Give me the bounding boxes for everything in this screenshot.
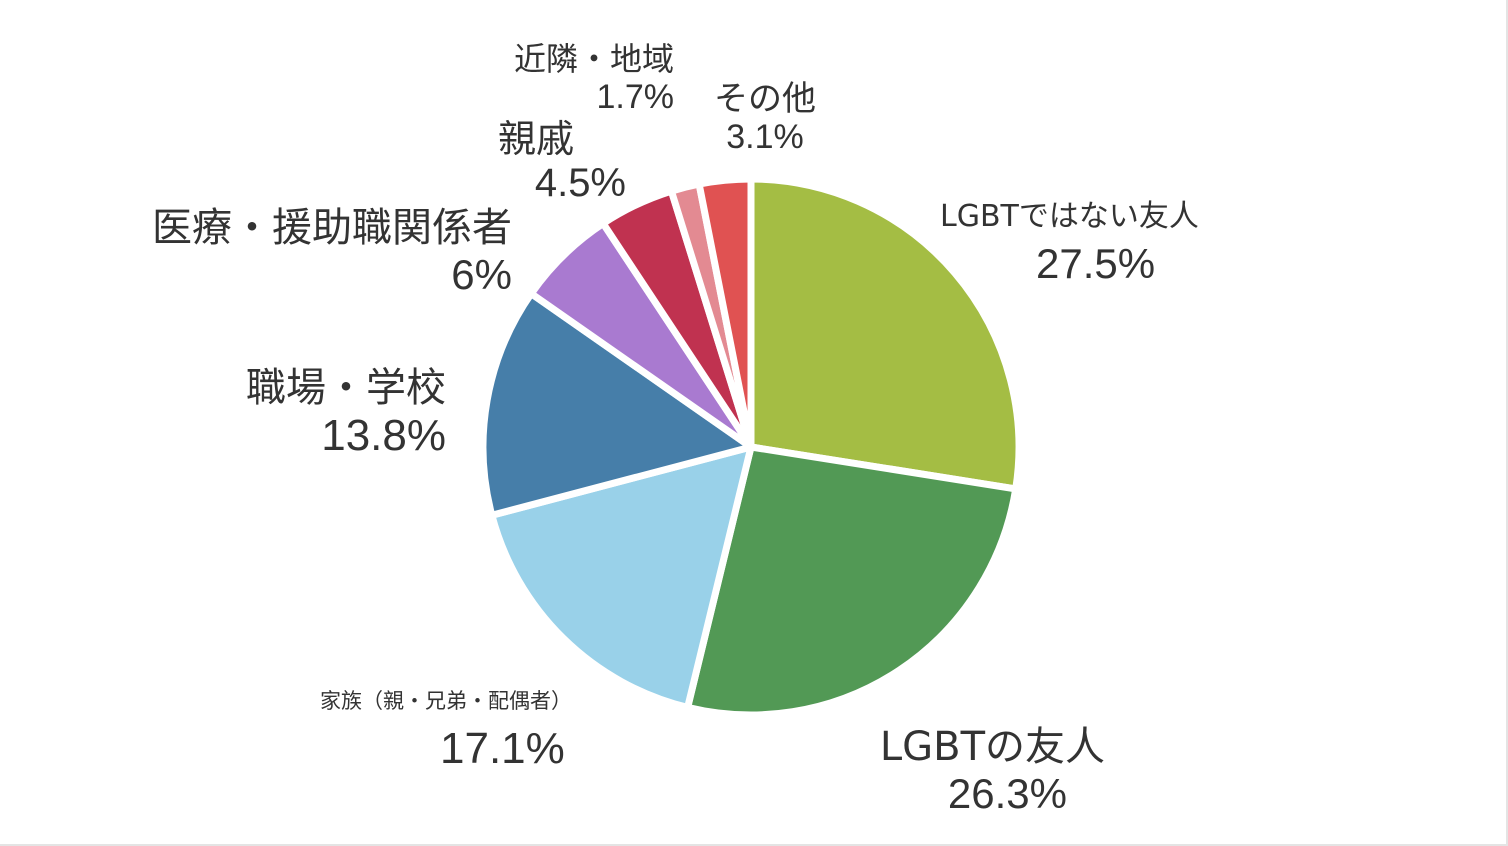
- slice-value: 13.8%: [321, 410, 446, 460]
- slice-label-neighborhood: 近隣・地域 1.7%: [490, 40, 675, 116]
- slice-label-medical-support: 医療・援助職関係者 6%: [120, 206, 512, 298]
- slice-name: その他: [714, 79, 816, 119]
- pie-slice-family: [488, 443, 755, 711]
- slice-value: 27.5%: [1036, 239, 1156, 287]
- pie-slice-non-lgbt-friend: [747, 175, 1023, 493]
- pie-slices: [479, 175, 1023, 719]
- slice-label-non-lgbt-friend: LGBTではない友人 27.5%: [940, 200, 1199, 287]
- slice-name: 近隣・地域: [513, 40, 674, 78]
- slice-name: 親戚: [498, 117, 575, 161]
- pie-slice-other: [695, 175, 755, 451]
- slice-value: 3.1%: [726, 118, 804, 157]
- slice-value: 17.1%: [440, 723, 565, 773]
- slice-label-other: その他 3.1%: [700, 80, 830, 156]
- slice-label-relatives: 親戚 4.5%: [470, 118, 626, 205]
- slice-name: 家族（親・兄弟・配偶者）: [320, 689, 572, 713]
- pie-slice-lgbt-friend: [684, 443, 1020, 719]
- slice-name: 医療・援助職関係者: [152, 205, 512, 251]
- slice-name: LGBTではない友人: [940, 199, 1199, 234]
- slice-label-lgbt-friend: LGBTの友人 26.3%: [840, 725, 1105, 817]
- slice-label-family: 家族（親・兄弟・配偶者） 17.1%: [320, 689, 572, 773]
- slice-name: LGBTの友人: [879, 724, 1105, 770]
- slice-label-workplace-school: 職場・学校 13.8%: [200, 366, 446, 460]
- slice-value: 1.7%: [596, 77, 675, 116]
- slice-value: 4.5%: [534, 160, 626, 205]
- slice-value: 26.3%: [947, 769, 1067, 817]
- pie-slice-workplace-school: [479, 290, 755, 519]
- slice-value: 6%: [451, 250, 512, 298]
- slice-name: 職場・学校: [246, 365, 446, 411]
